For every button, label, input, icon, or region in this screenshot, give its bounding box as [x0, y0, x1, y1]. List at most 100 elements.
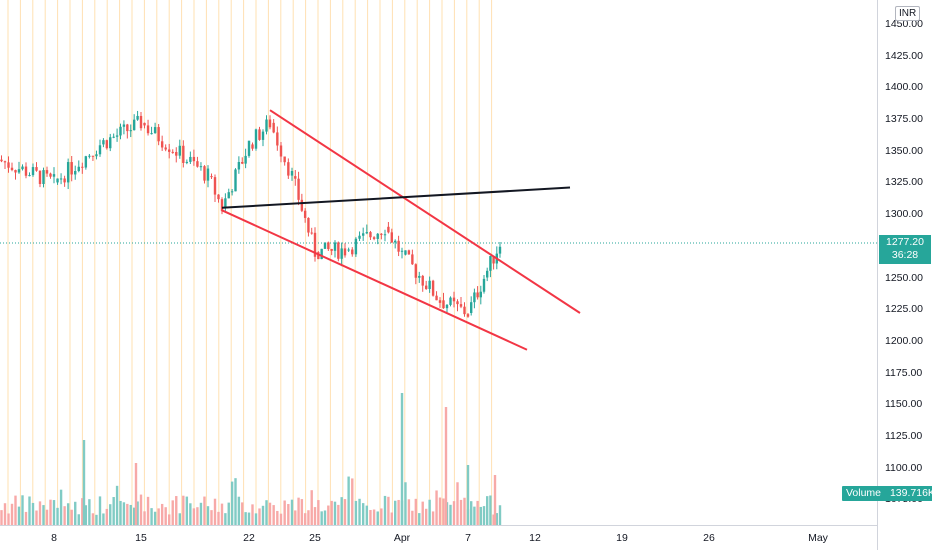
price-tick-label: 1425.00 — [885, 49, 923, 62]
candle-up — [150, 133, 153, 135]
volume-bar — [244, 512, 247, 525]
candle-up — [52, 174, 56, 177]
candle-down — [251, 144, 254, 149]
volume-bar — [10, 503, 14, 525]
candle-up — [428, 280, 431, 289]
volume-bar — [337, 504, 340, 525]
candle-down — [70, 162, 73, 175]
volume-bar — [320, 511, 323, 525]
volume-bar — [372, 509, 376, 525]
trendline-red — [269, 109, 581, 314]
volume-bar — [227, 502, 230, 525]
time-scale[interactable]: 8 15 22 25 Apr 7 12 19 26 May — [0, 525, 877, 551]
volume-bar — [132, 507, 136, 525]
volume-bar — [192, 508, 196, 525]
candle-down — [276, 132, 279, 146]
candle-down — [146, 125, 150, 134]
time-tick-label: 25 — [309, 532, 321, 544]
volume-bar — [0, 510, 3, 525]
candle-down — [182, 145, 185, 163]
candle-up — [261, 131, 265, 140]
candle-down — [387, 226, 390, 233]
volume-bar — [24, 511, 28, 525]
candle-up — [358, 235, 361, 239]
price-tick-label: 1125.00 — [885, 429, 923, 442]
candle-up — [354, 238, 358, 255]
volume-bar — [459, 499, 463, 525]
volume-bar — [49, 499, 52, 525]
volume-bar — [407, 499, 411, 525]
price-tick-label: 1150.00 — [885, 398, 923, 411]
volume-bar — [473, 506, 476, 525]
candle-up — [323, 242, 327, 249]
volume-bar — [313, 507, 317, 525]
candle-down — [171, 151, 174, 153]
volume-bar — [210, 510, 213, 525]
volume-bar — [112, 497, 115, 525]
volume-bar — [327, 505, 330, 525]
volume-bar — [178, 513, 181, 525]
volume-bar-spike — [493, 475, 497, 525]
volume-bar — [182, 495, 185, 525]
chart-pane[interactable] — [0, 0, 877, 525]
candle-down — [14, 170, 17, 173]
candle-down — [317, 252, 320, 260]
candle-up — [254, 129, 258, 149]
volume-bar — [492, 514, 495, 525]
volume-bar — [203, 496, 206, 525]
volume-bar — [265, 500, 268, 525]
volume-bar — [347, 476, 350, 525]
candle-down — [139, 115, 143, 129]
volume-bar — [495, 513, 498, 525]
volume-bar — [21, 495, 24, 525]
volume-bar-spike — [82, 440, 86, 525]
currency-badge[interactable]: INR — [895, 6, 921, 21]
candle-down — [397, 240, 400, 252]
candle-up — [77, 166, 80, 172]
time-tick-label: 12 — [529, 532, 541, 544]
volume-bar — [411, 510, 414, 525]
candle-down — [369, 232, 372, 238]
volume-bar — [95, 514, 98, 525]
price-tick-label: 1375.00 — [885, 113, 923, 126]
price-tick-label: 1300.00 — [885, 208, 923, 221]
volume-bar — [35, 510, 38, 525]
candle-up — [340, 248, 343, 259]
price-chart[interactable] — [0, 0, 877, 525]
candle-down — [294, 176, 297, 179]
price-scale[interactable]: 1450.00 1425.00 1400.00 1375.00 1350.00 1325.… — [877, 0, 932, 550]
candle-down — [126, 124, 129, 132]
candle-down — [424, 285, 428, 289]
candle-down — [10, 167, 14, 171]
volume-bar — [38, 501, 42, 525]
price-tick-label: 1350.00 — [885, 144, 923, 157]
candle-down — [407, 250, 411, 255]
candle-up — [400, 250, 404, 252]
candle-up — [445, 304, 449, 309]
candle-up — [95, 154, 98, 157]
candle-down — [268, 119, 272, 128]
candle-down — [160, 141, 164, 148]
price-tick-label: 1200.00 — [885, 334, 923, 347]
volume-bar — [74, 501, 77, 525]
trendline-black — [221, 186, 571, 209]
candle-up — [59, 178, 63, 180]
candle-down — [343, 248, 347, 256]
volume-bar — [343, 499, 347, 525]
candle-down — [435, 295, 438, 301]
volume-bar — [438, 497, 442, 525]
candle-up — [486, 270, 489, 278]
volume-bar — [84, 505, 88, 525]
volume-bar — [241, 502, 244, 525]
volume-bar — [122, 502, 126, 525]
candle-up — [498, 246, 502, 254]
candle-up — [361, 233, 365, 236]
candle-down — [337, 242, 340, 259]
volume-bar — [143, 511, 146, 525]
price-tick-label: 1250.00 — [885, 271, 923, 284]
candle-up — [376, 233, 379, 239]
volume-bar — [287, 504, 290, 525]
volume-bar — [486, 496, 489, 525]
volume-bar — [365, 505, 369, 525]
volume-label-value: 139.716K — [889, 487, 932, 499]
